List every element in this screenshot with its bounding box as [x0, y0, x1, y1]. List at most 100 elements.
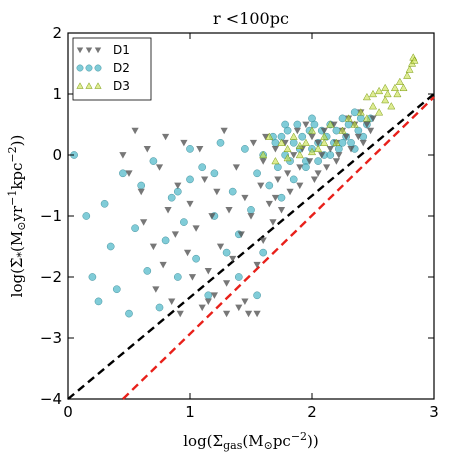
d1-point — [208, 213, 216, 220]
d3-point — [271, 156, 280, 165]
d1-point — [171, 231, 179, 238]
d2-point — [100, 199, 109, 208]
y-tick-label: −1 — [40, 207, 62, 225]
d1-point — [210, 292, 218, 299]
d2-point — [289, 138, 298, 147]
d1-point — [265, 200, 273, 208]
d1-point — [262, 133, 270, 141]
d3-point — [393, 89, 402, 98]
d3-point — [283, 153, 292, 162]
d2-point — [308, 114, 316, 123]
axis-ticks: 0 1 2 3 −4 −3 −2 −1 0 1 2 — [40, 24, 439, 421]
d1-point — [244, 310, 253, 318]
d2-point — [332, 126, 341, 135]
d1-point — [314, 139, 322, 147]
d1-point — [186, 200, 194, 208]
d1-point — [342, 133, 350, 141]
d1-point — [359, 139, 367, 147]
d1-point — [318, 152, 326, 159]
y-tick-label: 0 — [52, 146, 62, 164]
d1-point — [225, 207, 233, 214]
d1-point — [271, 194, 279, 202]
d1-point — [369, 115, 377, 122]
d2-point — [354, 126, 363, 135]
d3-point — [383, 89, 392, 98]
d3-point — [259, 150, 268, 159]
x-tick-label: 0 — [63, 403, 73, 421]
d3-point — [307, 126, 317, 134]
d1-point — [269, 219, 277, 226]
d1-point — [176, 310, 184, 318]
d2-point — [119, 169, 127, 178]
legend-d2-marker — [76, 64, 84, 72]
legend-d2-marker — [94, 64, 102, 72]
d1-point — [305, 158, 314, 165]
d1-point — [296, 164, 304, 171]
d3-point — [381, 83, 390, 92]
legend-d3-marker — [94, 82, 102, 89]
d3-point — [390, 83, 399, 92]
legend: D1 D2 D3 — [72, 37, 152, 101]
d3-point — [277, 138, 286, 146]
d1-point — [253, 310, 261, 318]
d2-point — [131, 224, 139, 232]
d2-point — [186, 175, 194, 184]
d2-point — [293, 120, 302, 129]
d3-point — [362, 114, 371, 122]
d2-point — [82, 212, 91, 220]
d3-point — [338, 126, 347, 134]
d2-point — [198, 163, 206, 171]
d1-point — [347, 146, 355, 153]
d1-point — [216, 243, 225, 251]
d2-point — [216, 138, 225, 147]
d1-point — [162, 133, 170, 141]
d2-point — [281, 120, 289, 129]
d1-point — [323, 164, 331, 171]
d2-point — [113, 285, 121, 294]
d1-point — [335, 152, 343, 159]
y-tick-label: −2 — [40, 268, 62, 286]
d1-point — [143, 146, 151, 153]
d1-point — [277, 207, 286, 214]
chart-title: r <100pc — [213, 9, 289, 28]
d1-point — [308, 133, 316, 141]
d3-point — [265, 132, 274, 140]
d2-point — [222, 248, 231, 257]
d3-point — [395, 77, 404, 85]
d1-point — [119, 152, 127, 159]
d1-point — [293, 127, 301, 135]
d2-point — [180, 218, 188, 226]
x-axis-label: log(Σgas(M⊙pc−2)) — [183, 430, 319, 452]
d2-point — [253, 169, 261, 178]
d3-point — [326, 120, 335, 128]
d1-point — [229, 255, 237, 263]
d3-point — [362, 92, 371, 101]
d1-point — [259, 237, 267, 244]
d1-point — [310, 176, 319, 183]
d1-point — [281, 139, 289, 147]
d1-point — [192, 225, 200, 232]
d2-point — [210, 169, 219, 178]
d1-point — [180, 139, 188, 147]
d2-point — [338, 114, 347, 123]
d1-point — [241, 194, 249, 202]
d1-point — [183, 249, 192, 257]
d2-point — [186, 145, 194, 153]
d3-point — [295, 141, 304, 149]
d2-point — [302, 163, 310, 171]
d2-point — [192, 254, 200, 263]
legend-d1-marker — [76, 47, 84, 54]
d3-point — [320, 138, 329, 146]
d1-point — [223, 310, 231, 318]
d3-point — [295, 150, 304, 159]
d2-point — [173, 273, 182, 281]
legend-d1-label: D1 — [113, 43, 130, 57]
x-tick-label: 2 — [307, 403, 317, 421]
d1-point — [125, 170, 133, 177]
d2-point — [277, 193, 286, 202]
d1-point — [363, 121, 371, 129]
d1-point — [201, 176, 209, 183]
d1-point — [274, 176, 282, 183]
legend-d1-marker — [85, 47, 93, 54]
